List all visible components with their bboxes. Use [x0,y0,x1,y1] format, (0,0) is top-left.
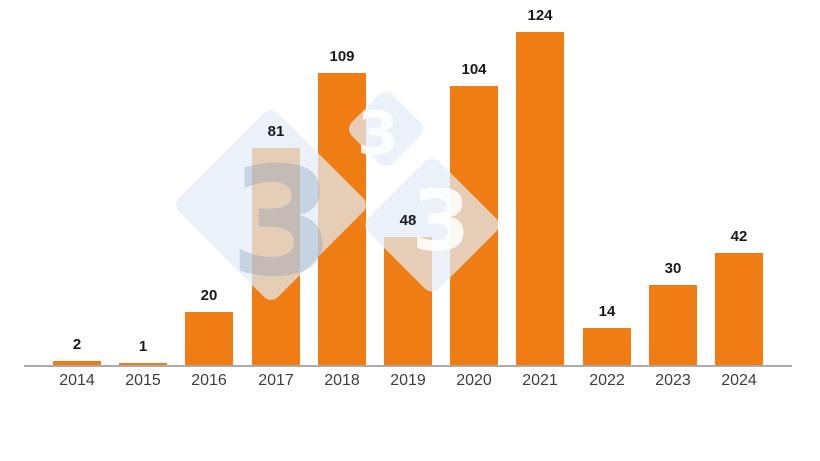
bar [384,237,432,366]
bar-value-label: 109 [329,48,355,65]
x-axis-tick-label: 2024 [721,372,757,389]
x-axis-tick-label: 2020 [456,372,492,389]
x-axis-line [24,365,792,367]
bar-value-label: 1 [138,338,148,355]
x-axis-tick-label: 2021 [522,372,558,389]
x-axis-tick-label: 2016 [191,372,227,389]
bar [252,148,300,366]
x-axis-tick-label: 2015 [125,372,161,389]
bar-value-label: 2 [72,336,82,353]
bar-value-label: 48 [399,212,417,229]
x-axis-tick-label: 2017 [258,372,294,389]
bar-value-label: 124 [527,7,553,24]
x-axis-tick-label: 2014 [59,372,95,389]
bar-value-label: 14 [598,303,616,320]
bar [649,285,697,366]
bar [53,361,101,366]
bar-value-label: 81 [267,123,285,140]
bar [318,73,366,366]
x-axis-tick-label: 2018 [324,372,360,389]
x-axis-tick-label: 2022 [589,372,625,389]
bar-value-label: 20 [200,287,218,304]
x-axis-tick-label: 2019 [390,372,426,389]
bar-value-label: 42 [730,228,748,245]
bar [185,312,233,366]
bar-value-label: 104 [461,61,487,78]
x-axis-tick-label: 2023 [655,372,691,389]
bar [450,86,498,366]
bar-value-label: 30 [664,260,682,277]
bar [583,328,631,366]
bar [715,253,763,366]
bar [119,363,167,366]
bar [516,32,564,366]
